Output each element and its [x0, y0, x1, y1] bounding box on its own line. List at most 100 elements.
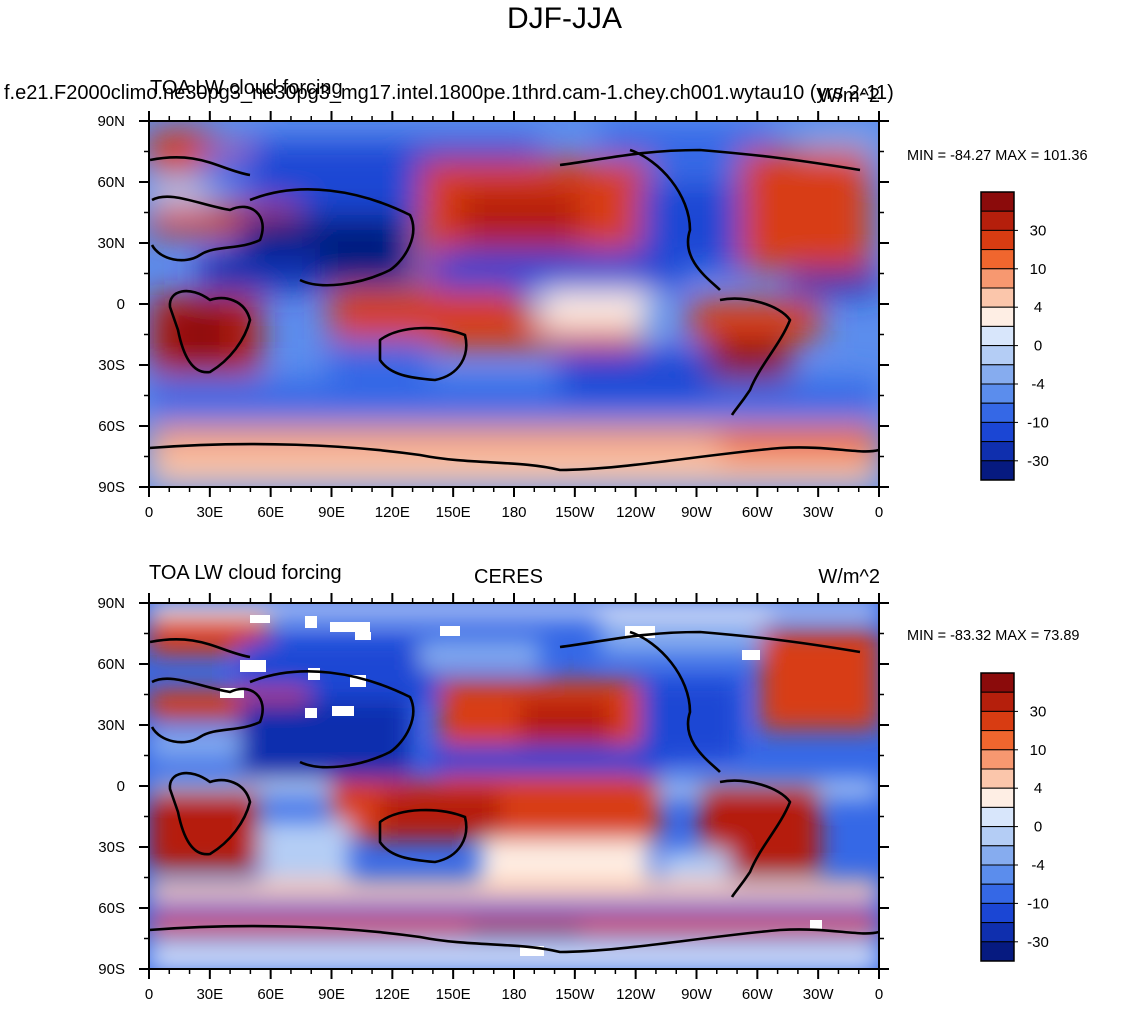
colorbar-swatch	[980, 691, 1015, 712]
colorbar-swatch	[980, 364, 1015, 385]
colorbar-swatch	[980, 883, 1015, 904]
colorbar-swatch	[980, 325, 1015, 347]
colorbar-label: -10	[1027, 414, 1049, 431]
x-tick-label: 0	[875, 504, 883, 521]
colorbar-swatch	[980, 710, 1015, 732]
x-tick-label: 90E	[318, 986, 345, 1003]
colorbar-swatch	[980, 345, 1015, 366]
colorbar-swatch	[980, 864, 1015, 885]
x-tick-label: 60E	[257, 504, 284, 521]
colorbar-swatch	[980, 191, 1015, 212]
colorbar-swatch	[980, 460, 1015, 481]
y-tick-label: 0	[117, 778, 125, 795]
colorbar-swatch	[980, 806, 1015, 828]
panel1-axes: 0 30E 60E 90E 120E 150E 180 150W 120W 90W 60W 30W 0 9…	[97, 111, 889, 521]
y-tick-label: 60N	[97, 174, 125, 191]
colorbar-swatch	[980, 383, 1015, 404]
x-tick-label: 30E	[196, 504, 223, 521]
x-tick-label: 180	[501, 504, 526, 521]
colorbar-label: 10	[1030, 742, 1047, 759]
x-tick-label: 120E	[375, 504, 410, 521]
x-tick-label: 90W	[681, 986, 713, 1003]
x-tick-label: 90W	[681, 504, 713, 521]
colorbar-label: 4	[1034, 780, 1042, 797]
x-tick-label: 150E	[436, 986, 471, 1003]
colorbar-swatch	[980, 941, 1015, 962]
y-tick-label: 60S	[98, 900, 125, 917]
x-tick-label: 0	[145, 504, 153, 521]
colorbar-swatch	[980, 229, 1015, 251]
colorbar-swatch	[980, 287, 1015, 308]
panel2-right-string: W/m^2	[818, 566, 880, 588]
colorbar-swatch	[980, 672, 1015, 693]
y-tick-label: 30N	[97, 235, 125, 252]
panel1-right-string: W/m^2	[818, 85, 880, 107]
x-tick-label: 150W	[555, 986, 595, 1003]
x-tick-label: 150E	[436, 504, 471, 521]
colorbar-swatch	[980, 441, 1015, 462]
y-tick-label: 30N	[97, 717, 125, 734]
colorbar-label: -4	[1031, 857, 1044, 874]
panel2-center-string: CERES	[474, 566, 543, 588]
colorbar-swatch	[980, 902, 1015, 924]
colorbar-swatch	[980, 749, 1015, 770]
panel1-minmax: MIN = -84.27 MAX = 101.36	[907, 148, 1088, 164]
y-tick-label: 30S	[98, 839, 125, 856]
colorbar-label: 10	[1030, 261, 1047, 278]
colorbar-swatch	[980, 826, 1015, 847]
x-tick-label: 60E	[257, 986, 284, 1003]
x-tick-label: 30W	[803, 504, 835, 521]
x-tick-label: 120W	[616, 986, 656, 1003]
x-tick-label: 60W	[742, 986, 774, 1003]
y-tick-label: 60S	[98, 418, 125, 435]
coastlines	[148, 148, 880, 954]
colorbar-swatch	[980, 268, 1015, 289]
x-tick-label: 180	[501, 986, 526, 1003]
colorbar-swatch	[980, 768, 1015, 789]
panel1-left-string: f.e21.F2000climo.ne30pg3_ne30pg3_mg17.in…	[4, 82, 894, 104]
panel2-minmax: MIN = -83.32 MAX = 73.89	[907, 628, 1080, 644]
colorbar-swatch	[980, 249, 1015, 270]
colorbar-label: 30	[1030, 222, 1047, 239]
colorbar-label: -30	[1027, 934, 1049, 951]
x-tick-label: 60W	[742, 504, 774, 521]
page-title: DJF-JJA	[507, 2, 622, 35]
x-tick-label: 0	[875, 986, 883, 1003]
x-tick-label: 30E	[196, 986, 223, 1003]
colorbar-label: 0	[1034, 338, 1042, 355]
y-tick-label: 90S	[98, 479, 125, 496]
colorbar-swatch	[980, 730, 1015, 751]
panel2-axes: 0 30E 60E 90E 120E 150E 180 150W 120W 90W 60W 30W 0 9…	[97, 593, 889, 1003]
y-tick-label: 90N	[97, 113, 125, 130]
y-tick-label: 60N	[97, 656, 125, 673]
x-tick-label: 150W	[555, 504, 595, 521]
colorbar-label: 4	[1034, 299, 1042, 316]
panel2-colorbar: 30 10 4 0 -4 -10 -30	[980, 672, 1049, 962]
colorbar-label: -10	[1027, 895, 1049, 912]
x-tick-label: 0	[145, 986, 153, 1003]
x-tick-label: 90E	[318, 504, 345, 521]
colorbar-label: 30	[1030, 703, 1047, 720]
x-tick-label: 30W	[803, 986, 835, 1003]
colorbar-swatch	[980, 421, 1015, 443]
colorbar-label: -30	[1027, 453, 1049, 470]
y-tick-label: 0	[117, 296, 125, 313]
colorbar-label: 0	[1034, 819, 1042, 836]
x-tick-label: 120W	[616, 504, 656, 521]
panel1-colorbar: 30 10 4 0 -4 -10 -30	[980, 191, 1049, 481]
colorbar-swatch	[980, 402, 1015, 423]
panel2-field	[149, 603, 879, 969]
panel1-coastlines	[148, 148, 880, 472]
colorbar-label: -4	[1031, 376, 1044, 393]
y-tick-label: 90N	[97, 595, 125, 612]
y-tick-label: 30S	[98, 357, 125, 374]
colorbar-swatch	[980, 845, 1015, 866]
colorbar-swatch	[980, 922, 1015, 943]
panel1-field	[149, 121, 879, 487]
panel2-coastlines	[148, 630, 880, 954]
colorbar-swatch	[980, 210, 1015, 231]
panel1-center-string: TOA LW cloud forcing	[150, 77, 343, 99]
colorbar-swatch	[980, 787, 1015, 808]
x-tick-label: 120E	[375, 986, 410, 1003]
